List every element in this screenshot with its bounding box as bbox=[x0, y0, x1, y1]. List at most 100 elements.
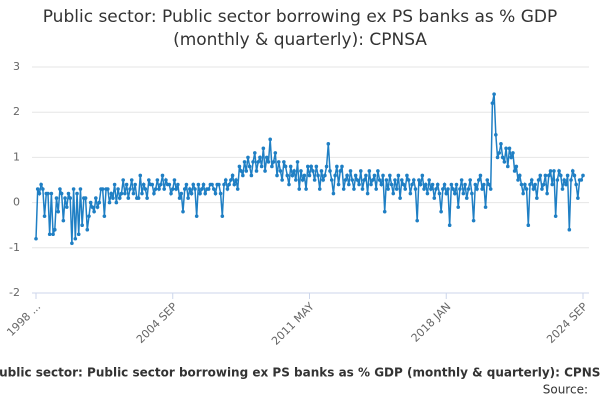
data-point bbox=[422, 187, 426, 191]
data-point bbox=[482, 182, 486, 187]
data-point bbox=[261, 146, 266, 151]
data-point bbox=[470, 191, 474, 196]
data-point bbox=[229, 178, 233, 182]
data-point bbox=[75, 191, 79, 196]
data-point bbox=[129, 178, 134, 182]
data-point bbox=[232, 182, 237, 187]
data-point bbox=[516, 178, 520, 182]
data-point bbox=[324, 164, 329, 169]
data-point bbox=[95, 205, 100, 209]
data-point bbox=[51, 232, 55, 237]
data-point bbox=[63, 196, 67, 200]
data-point bbox=[511, 151, 515, 155]
data-point bbox=[251, 160, 255, 164]
data-point bbox=[138, 173, 143, 178]
data-point bbox=[136, 196, 141, 200]
y-tick-label: 0 bbox=[13, 196, 20, 209]
data-point bbox=[567, 227, 572, 232]
data-point bbox=[343, 178, 348, 182]
data-point bbox=[126, 196, 131, 200]
data-point bbox=[550, 182, 555, 187]
data-point bbox=[350, 178, 355, 182]
data-point bbox=[459, 178, 464, 182]
data-point bbox=[312, 178, 317, 182]
data-point bbox=[538, 173, 543, 178]
data-point bbox=[403, 187, 408, 191]
data-point bbox=[396, 173, 401, 178]
data-point bbox=[116, 187, 120, 191]
data-point bbox=[323, 173, 327, 178]
data-point bbox=[83, 196, 88, 200]
data-point bbox=[264, 155, 269, 160]
data-point bbox=[70, 241, 74, 246]
data-point bbox=[278, 169, 283, 173]
data-point bbox=[449, 182, 454, 187]
data-point bbox=[446, 187, 450, 191]
data-point bbox=[411, 178, 416, 182]
data-point bbox=[528, 182, 532, 187]
data-point bbox=[160, 173, 165, 178]
data-point bbox=[90, 205, 95, 209]
data-point bbox=[533, 182, 537, 187]
data-point bbox=[355, 178, 360, 182]
data-point bbox=[382, 209, 387, 214]
data-point bbox=[158, 182, 163, 187]
data-point bbox=[217, 182, 221, 187]
y-tick-label: -1 bbox=[9, 241, 20, 254]
data-point bbox=[480, 187, 484, 191]
data-point bbox=[294, 178, 298, 182]
data-point bbox=[317, 187, 322, 191]
data-point bbox=[393, 178, 397, 182]
data-point bbox=[41, 187, 45, 191]
data-point bbox=[273, 151, 278, 155]
data-point bbox=[432, 196, 437, 200]
data-point bbox=[442, 182, 447, 187]
data-point bbox=[97, 200, 102, 205]
data-point bbox=[338, 169, 343, 173]
data-point bbox=[562, 178, 566, 182]
data-point bbox=[235, 187, 240, 191]
data-point bbox=[140, 191, 144, 196]
data-point bbox=[153, 187, 158, 191]
data-point bbox=[141, 182, 146, 187]
data-point bbox=[483, 205, 488, 209]
data-point bbox=[471, 218, 476, 223]
data-point bbox=[384, 178, 389, 182]
source-label: Source: bbox=[543, 383, 588, 397]
data-point bbox=[336, 182, 341, 187]
data-point bbox=[335, 164, 339, 169]
data-point bbox=[302, 173, 307, 178]
data-point bbox=[521, 191, 525, 196]
data-point bbox=[507, 146, 512, 151]
data-point bbox=[191, 182, 196, 187]
data-point bbox=[576, 196, 580, 200]
data-point bbox=[476, 178, 481, 182]
data-point bbox=[434, 187, 438, 191]
data-point bbox=[505, 164, 510, 169]
data-point bbox=[100, 187, 105, 191]
data-point bbox=[287, 182, 291, 187]
data-point bbox=[107, 200, 112, 205]
data-point bbox=[456, 205, 461, 209]
data-point bbox=[423, 182, 428, 187]
data-point bbox=[46, 191, 50, 196]
data-point bbox=[225, 187, 230, 191]
data-point bbox=[201, 182, 206, 187]
data-point bbox=[526, 223, 531, 227]
data-point bbox=[305, 164, 310, 169]
data-point bbox=[196, 182, 201, 187]
x-tick-label: 1998 ... bbox=[4, 300, 43, 339]
data-point bbox=[85, 227, 90, 232]
data-point bbox=[579, 178, 584, 182]
data-point bbox=[80, 223, 84, 227]
data-point bbox=[353, 173, 358, 178]
data-point bbox=[553, 214, 558, 218]
data-point bbox=[109, 191, 114, 196]
data-point bbox=[514, 164, 519, 169]
data-point bbox=[331, 191, 336, 196]
data-point bbox=[415, 218, 419, 223]
y-tick-label: -2 bbox=[9, 286, 20, 299]
data-point bbox=[124, 182, 129, 187]
